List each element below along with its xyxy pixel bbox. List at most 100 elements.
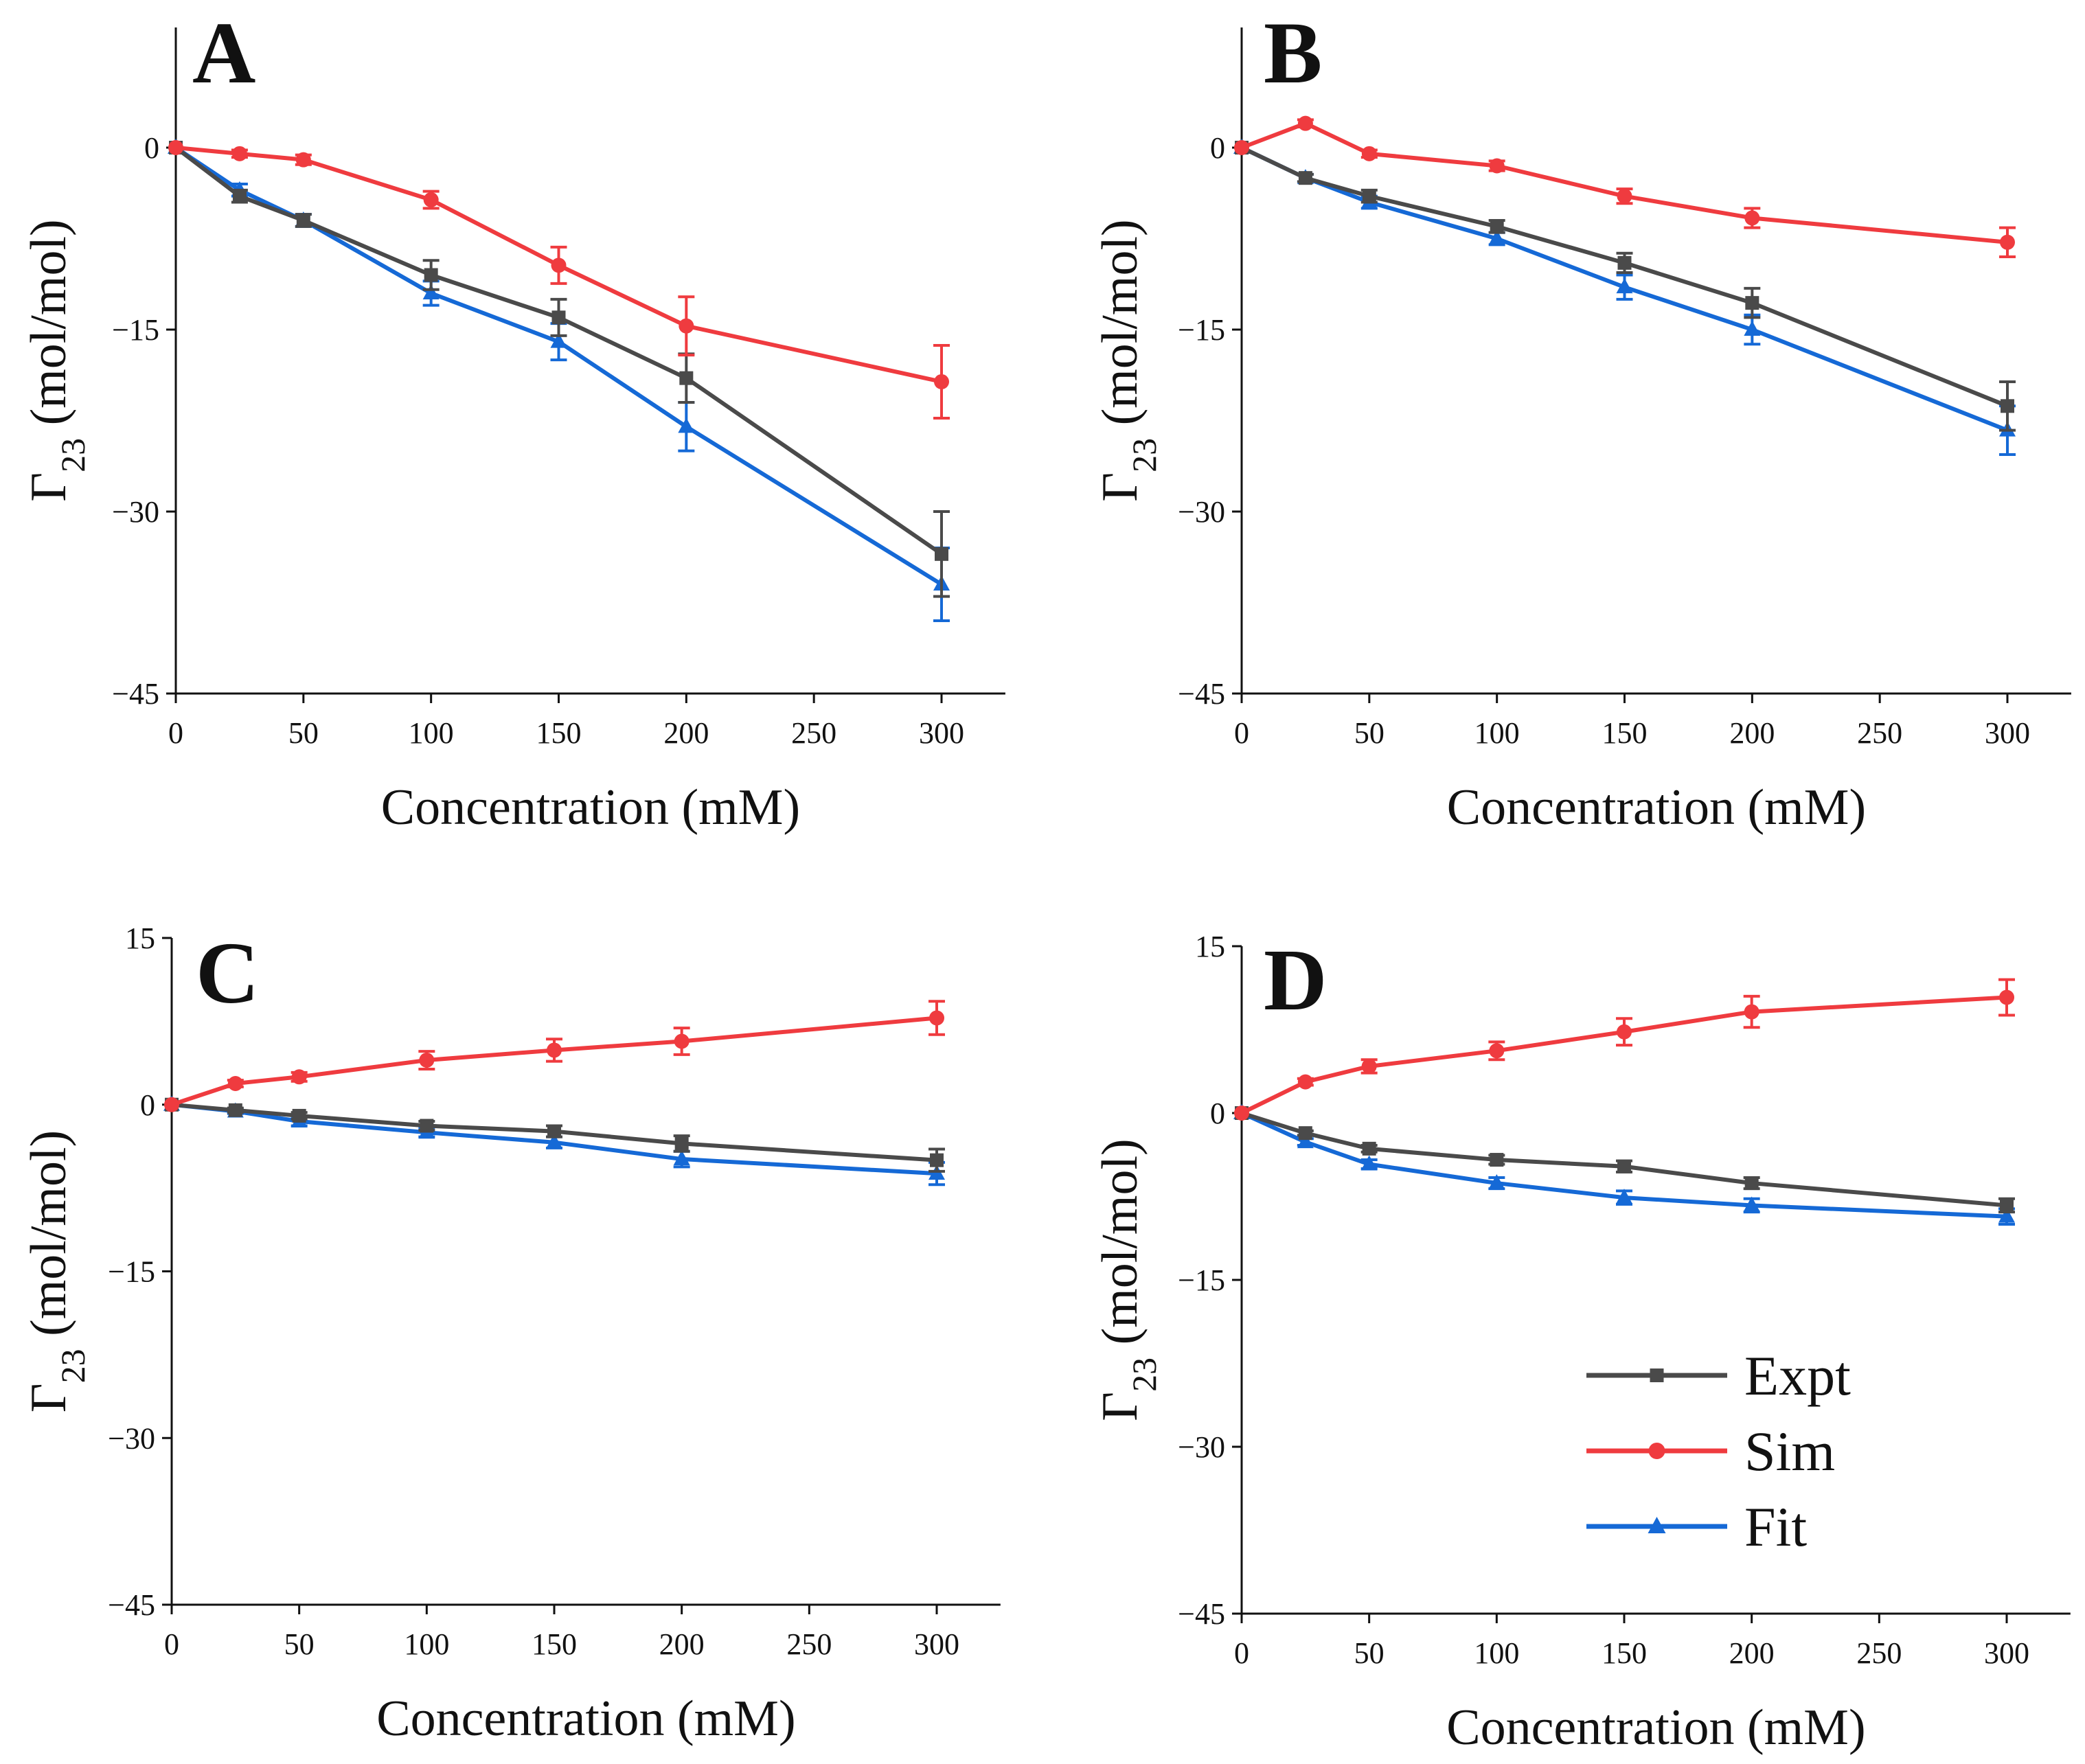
data-point-expt [547, 1124, 561, 1138]
y-tick-label: −15 [112, 313, 159, 347]
data-point-expt [1744, 1176, 1759, 1191]
panel-D: 0 50 100 150 200 250 300150−15−30−45DConcentra… [1092, 930, 2071, 1756]
data-point-expt [2001, 399, 2014, 413]
x-tick-label: 100 [1474, 716, 1520, 750]
data-point-sim [1617, 188, 1632, 204]
series-sim [168, 140, 950, 420]
x-tick-label: 300 [1984, 1636, 2029, 1670]
data-point-expt [1490, 1153, 1504, 1167]
data-point-fit [546, 1133, 562, 1149]
data-point-fit [550, 332, 567, 348]
panel-C: 0 50 100 150 200 250 300150−15−30−45CConcentra… [21, 921, 1001, 1747]
y-axis-title: Γ23 (mol/mol) [21, 219, 92, 501]
series-line-sim [1240, 995, 2007, 1115]
panel-letter: D [1264, 931, 1327, 1029]
x-tick-label: 250 [791, 716, 836, 750]
data-point-sim [674, 1033, 690, 1049]
x-axis-title: Concentration (mM) [381, 779, 800, 836]
y-tick-label: −45 [112, 677, 159, 711]
data-point-sim [929, 1010, 944, 1026]
data-point-fit [1616, 278, 1633, 294]
x-axis-title: Concentration (mM) [1447, 779, 1866, 836]
legend-label: Fit [1744, 1496, 1807, 1558]
data-point-expt [228, 1103, 242, 1117]
panel-letter: B [1264, 4, 1322, 102]
legend-marker-triangle [1648, 1517, 1666, 1533]
data-point-sim [934, 374, 949, 389]
x-tick-label: 0 [164, 1627, 179, 1661]
x-tick-label: 50 [1354, 1636, 1385, 1670]
data-point-expt [935, 547, 948, 561]
data-point-sim [1361, 1058, 1377, 1074]
series-expt [169, 141, 950, 598]
data-point-sim [295, 152, 311, 168]
data-point-sim [1489, 1043, 1505, 1059]
panel-letter: A [192, 4, 255, 102]
series-fit [1233, 139, 2016, 456]
data-point-sim [2000, 234, 2015, 250]
data-point-fit [1616, 1189, 1632, 1204]
data-point-sim [1297, 1074, 1313, 1090]
data-point-expt [1298, 1126, 1312, 1141]
legend-marker-circle [1648, 1443, 1665, 1459]
data-point-sim [1744, 1004, 1759, 1020]
series-expt [165, 1097, 945, 1173]
data-point-expt [1362, 1141, 1376, 1156]
x-tick-label: 0 [168, 716, 183, 750]
data-point-sim [423, 192, 439, 207]
data-point-sim [1744, 210, 1760, 226]
data-point-expt [679, 371, 694, 385]
data-point-sim [1234, 1106, 1249, 1121]
data-point-expt [2000, 1198, 2014, 1213]
data-point-expt [420, 1119, 434, 1133]
data-point-sim [1234, 140, 1249, 155]
legend-label: Sim [1744, 1420, 1835, 1482]
y-tick-label: −45 [1178, 677, 1225, 711]
legend-item-fit: Fit [1586, 1496, 1807, 1558]
y-tick-label: −30 [1178, 1430, 1225, 1464]
data-point-fit [422, 284, 440, 299]
data-point-expt [1745, 296, 1759, 310]
panel-B: 0 50 100 150 200 250 300 0 −15 −30 −45 B Concentrati… [1092, 4, 2071, 836]
x-tick-label: 200 [1729, 1636, 1775, 1670]
x-axis-title: Concentration (mM) [376, 1691, 795, 1747]
data-point-expt [424, 268, 438, 282]
data-point-expt [1362, 189, 1376, 203]
y-tick-label: 0 [1210, 1097, 1225, 1130]
x-tick-label: 250 [1857, 716, 1902, 750]
y-tick-label: −45 [1178, 1597, 1225, 1631]
x-tick-label: 300 [919, 716, 964, 750]
data-point-fit [673, 1150, 690, 1166]
y-tick-label: −15 [108, 1255, 155, 1289]
data-point-expt [674, 1136, 689, 1151]
y-tick-label: −45 [108, 1588, 155, 1622]
y-tick-label: −15 [1178, 1263, 1225, 1297]
x-tick-label: 300 [1985, 716, 2030, 750]
x-tick-label: 150 [1602, 1636, 1647, 1670]
panels: 0 50 100 150 200 250 3000−15−30−45AConcentrati… [21, 4, 2071, 1756]
series-fit [163, 1095, 945, 1187]
y-tick-label: −30 [112, 495, 159, 529]
data-point-sim [291, 1069, 307, 1085]
x-tick-label: 150 [1602, 716, 1648, 750]
data-point-sim [679, 318, 694, 334]
data-point-sim [1999, 989, 2014, 1005]
data-point-expt [930, 1153, 944, 1167]
y-tick-label: −15 [1178, 313, 1225, 347]
legend-marker-square [1650, 1368, 1664, 1382]
series-line-sim [1240, 121, 2008, 244]
data-point-fit [678, 417, 695, 433]
legend-label: Expt [1744, 1344, 1851, 1407]
x-tick-label: 50 [284, 1627, 315, 1661]
x-tick-label: 50 [1354, 716, 1385, 750]
data-point-fit [1360, 1155, 1378, 1171]
data-point-sim [419, 1053, 435, 1068]
data-point-sim [164, 1097, 179, 1112]
y-axis-title: Γ23 (mol/mol) [1092, 1138, 1163, 1421]
legend-item-expt: Expt [1586, 1344, 1851, 1407]
data-point-fit [1488, 229, 1505, 245]
y-tick-label: 15 [1195, 930, 1225, 963]
x-tick-label: 0 [1234, 716, 1249, 750]
series-sim [1234, 978, 2015, 1121]
